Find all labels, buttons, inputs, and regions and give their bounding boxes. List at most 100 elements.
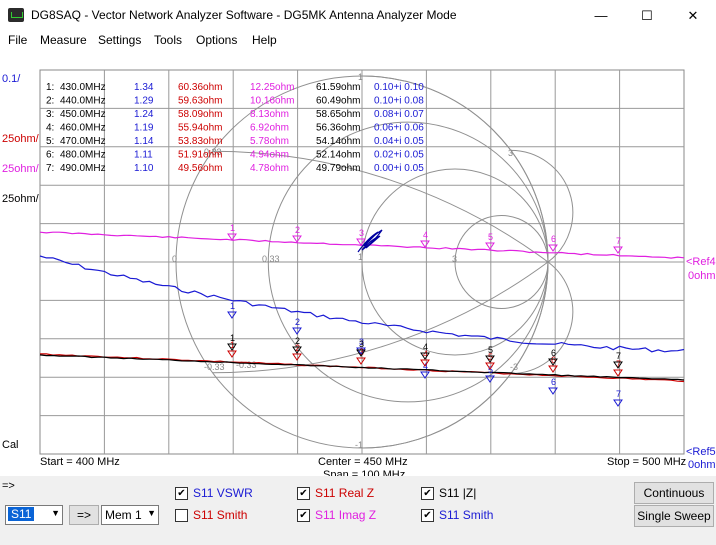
vswr-marker-number: 1	[230, 301, 235, 311]
marker-table-cell: 58.65ohm	[316, 109, 360, 120]
absz-marker	[613, 361, 623, 369]
real-marker	[485, 362, 495, 370]
imag-marker-number: 6	[551, 234, 556, 244]
vswr-marker-number: 3	[359, 337, 364, 347]
minimize-button[interactable]: —	[594, 8, 608, 23]
vswr-checkbox[interactable]: ✔	[175, 487, 188, 500]
real-marker-number: 2	[295, 343, 300, 353]
absz-marker	[356, 349, 366, 357]
menu-settings[interactable]: Settings	[98, 33, 142, 47]
memory-select[interactable]: Mem 1 ▼	[101, 505, 159, 525]
vswr-marker	[292, 327, 302, 335]
marker-table-cell: 49.79ohm	[316, 163, 360, 174]
imag-marker-number: 3	[359, 228, 364, 238]
apply-arrow-button[interactable]: =>	[69, 505, 99, 525]
menu-help[interactable]: Help	[252, 33, 277, 47]
imag-marker	[613, 246, 623, 254]
chevron-down-icon: ▼	[51, 508, 60, 518]
smith-label: 3	[508, 148, 513, 158]
vswr-checkbox-label: S11 VSWR	[193, 486, 253, 500]
imag-marker-number: 7	[616, 236, 621, 246]
marker-table-cell: 53.83ohm	[178, 136, 222, 147]
marker-table-cell: 55.94ohm	[178, 123, 222, 134]
imag-marker	[548, 244, 558, 252]
vswr-marker	[227, 311, 237, 319]
chevron-down-icon: ▼	[147, 508, 156, 518]
smith-label: -0.33	[204, 362, 225, 372]
smith-red-checkbox[interactable]	[175, 509, 188, 522]
marker-table-cell: 470.0MHz	[60, 136, 106, 147]
marker-table-cell: 1.34	[134, 82, 154, 93]
menu-measure[interactable]: Measure	[40, 33, 87, 47]
vswr-marker-number: 2	[295, 317, 300, 327]
absz-marker	[548, 358, 558, 366]
ref-bottom-label: <Ref5	[686, 446, 716, 458]
plot-area[interactable]	[0, 51, 716, 476]
absz-checkbox[interactable]: ✔	[421, 487, 434, 500]
marker-table-cell: 56.36ohm	[316, 123, 360, 134]
param-select[interactable]: S11 ▼	[5, 505, 63, 525]
marker-table-cell: 0.10+i 0.10	[374, 82, 424, 93]
absz-marker-number: 4	[423, 342, 428, 352]
marker-table-cell: 60.49ohm	[316, 96, 360, 107]
absz-marker-number: 7	[616, 351, 621, 361]
marker-table-cell: 0.04+i 0.05	[374, 136, 424, 147]
command-prompt: =>	[2, 480, 15, 492]
smith-label: 0	[172, 254, 177, 264]
smith-label: 1	[358, 72, 363, 82]
close-button[interactable]: ✕	[687, 8, 699, 23]
marker-table-cell: 60.36ohm	[178, 82, 222, 93]
vswr-marker	[356, 347, 366, 355]
absz-marker	[292, 346, 302, 354]
marker-table-cell: 51.91ohm	[178, 150, 222, 161]
marker-table-cell: 460.0MHz	[60, 123, 106, 134]
marker-table-cell: 10.16ohm	[250, 96, 294, 107]
marker-table-cell: 6.92ohm	[250, 123, 289, 134]
menu-tools[interactable]: Tools	[154, 33, 183, 47]
scale-smith-label: 0.1/	[2, 73, 21, 85]
smith-blue-checkbox[interactable]: ✔	[421, 509, 434, 522]
marker-table-cell: 480.0MHz	[60, 150, 106, 161]
smith-grid	[175, 75, 574, 449]
single-sweep-button[interactable]: Single Sweep	[634, 505, 714, 527]
imag-marker	[485, 242, 495, 250]
scale-real-label: 25ohm/	[2, 133, 39, 145]
marker-table-cell: 61.59ohm	[316, 82, 360, 93]
menu-bar	[0, 31, 716, 51]
marker-table-cell: 430.0MHz	[60, 82, 106, 93]
marker-table-cell: 2:	[46, 96, 54, 107]
absz-marker-number: 3	[359, 339, 364, 349]
marker-table-cell: 59.63ohm	[178, 96, 222, 107]
continuous-button[interactable]: Continuous	[634, 482, 714, 504]
center-freq: Center = 450 MHz	[318, 456, 408, 468]
marker-table-cell: 440.0MHz	[60, 96, 106, 107]
absz-marker	[485, 355, 495, 363]
real-marker	[613, 369, 623, 377]
marker-table-cell: 1.29	[134, 96, 154, 107]
smith-red-checkbox-label: S11 Smith	[193, 508, 248, 522]
realz-checkbox-label: S11 Real Z	[315, 486, 375, 500]
absz-marker	[420, 352, 430, 360]
menu-file[interactable]: File	[8, 33, 28, 47]
marker-table-cell: 0.00+i 0.05	[374, 163, 424, 174]
absz-checkbox-label: S11 |Z|	[439, 486, 477, 500]
marker-table-cell: 1.24	[134, 109, 154, 120]
realz-checkbox[interactable]: ✔	[297, 487, 310, 500]
marker-table-cell: 0.06+i 0.06	[374, 123, 424, 134]
scale-absz-label: 25ohm/	[2, 193, 39, 205]
vswr-marker	[613, 399, 623, 407]
imagz-checkbox[interactable]: ✔	[297, 509, 310, 522]
marker-table-cell: 52.14ohm	[316, 150, 360, 161]
imagz-checkbox-label: S11 Imag Z	[315, 508, 377, 522]
smith-reactance-arc	[361, 75, 549, 263]
ref-top-unit: 0ohm	[688, 270, 716, 282]
absz-marker-number: 5	[488, 345, 493, 355]
real-marker	[420, 359, 430, 367]
maximize-button[interactable]: ☐	[641, 8, 653, 23]
menu-options[interactable]: Options	[196, 33, 238, 47]
marker-table-cell: 1:	[46, 82, 54, 93]
smith-reactance-arc	[361, 261, 549, 449]
marker-table-cell: 4.94ohm	[250, 150, 289, 161]
